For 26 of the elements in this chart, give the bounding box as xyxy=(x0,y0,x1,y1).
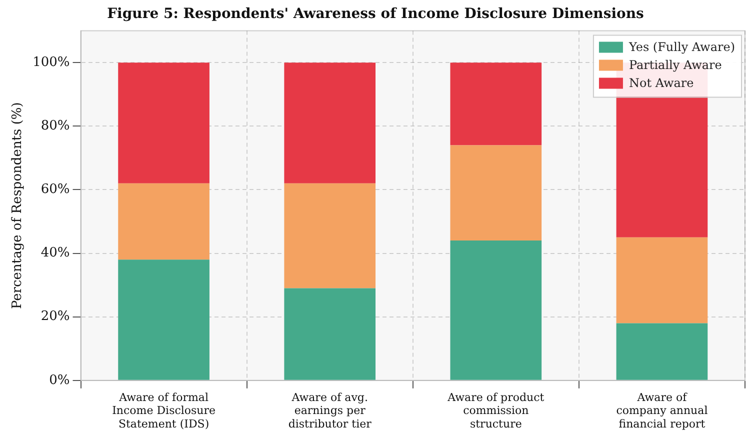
bar xyxy=(118,62,210,184)
x-tick-label: Aware of formal Income Disclosure Statement (IDS) xyxy=(112,390,216,430)
legend-label: Not Aware xyxy=(628,76,694,90)
legend-label: Partially Aware xyxy=(628,58,722,72)
bar xyxy=(450,145,542,241)
bar xyxy=(118,260,210,380)
bar xyxy=(284,288,376,380)
y-tick-label: 100% xyxy=(32,54,70,70)
y-tick-label: 60% xyxy=(40,182,70,198)
y-tick-label: 0% xyxy=(49,372,70,388)
bar xyxy=(616,237,708,324)
bar xyxy=(284,62,376,184)
bar xyxy=(118,183,210,260)
bar xyxy=(450,62,542,146)
chart-title: Figure 5: Respondents' Awareness of Income Disclosure Dimensions xyxy=(107,6,644,22)
x-tick-label: Aware of product commission structure xyxy=(446,390,545,430)
bar xyxy=(450,240,542,380)
x-tick-label: Aware of avg. earnings per distributor tier xyxy=(288,390,372,430)
bar xyxy=(284,183,376,288)
bar xyxy=(616,323,708,380)
y-tick-label: 80% xyxy=(40,118,70,134)
y-tick-label: 40% xyxy=(40,246,70,261)
y-tick-label: 20% xyxy=(40,309,70,324)
legend-label: Yes (Fully Aware) xyxy=(628,40,735,54)
y-axis-title: Percentage of Respondents (%) xyxy=(10,102,26,310)
x-tick-label: Aware of company annual financial report xyxy=(616,390,708,430)
